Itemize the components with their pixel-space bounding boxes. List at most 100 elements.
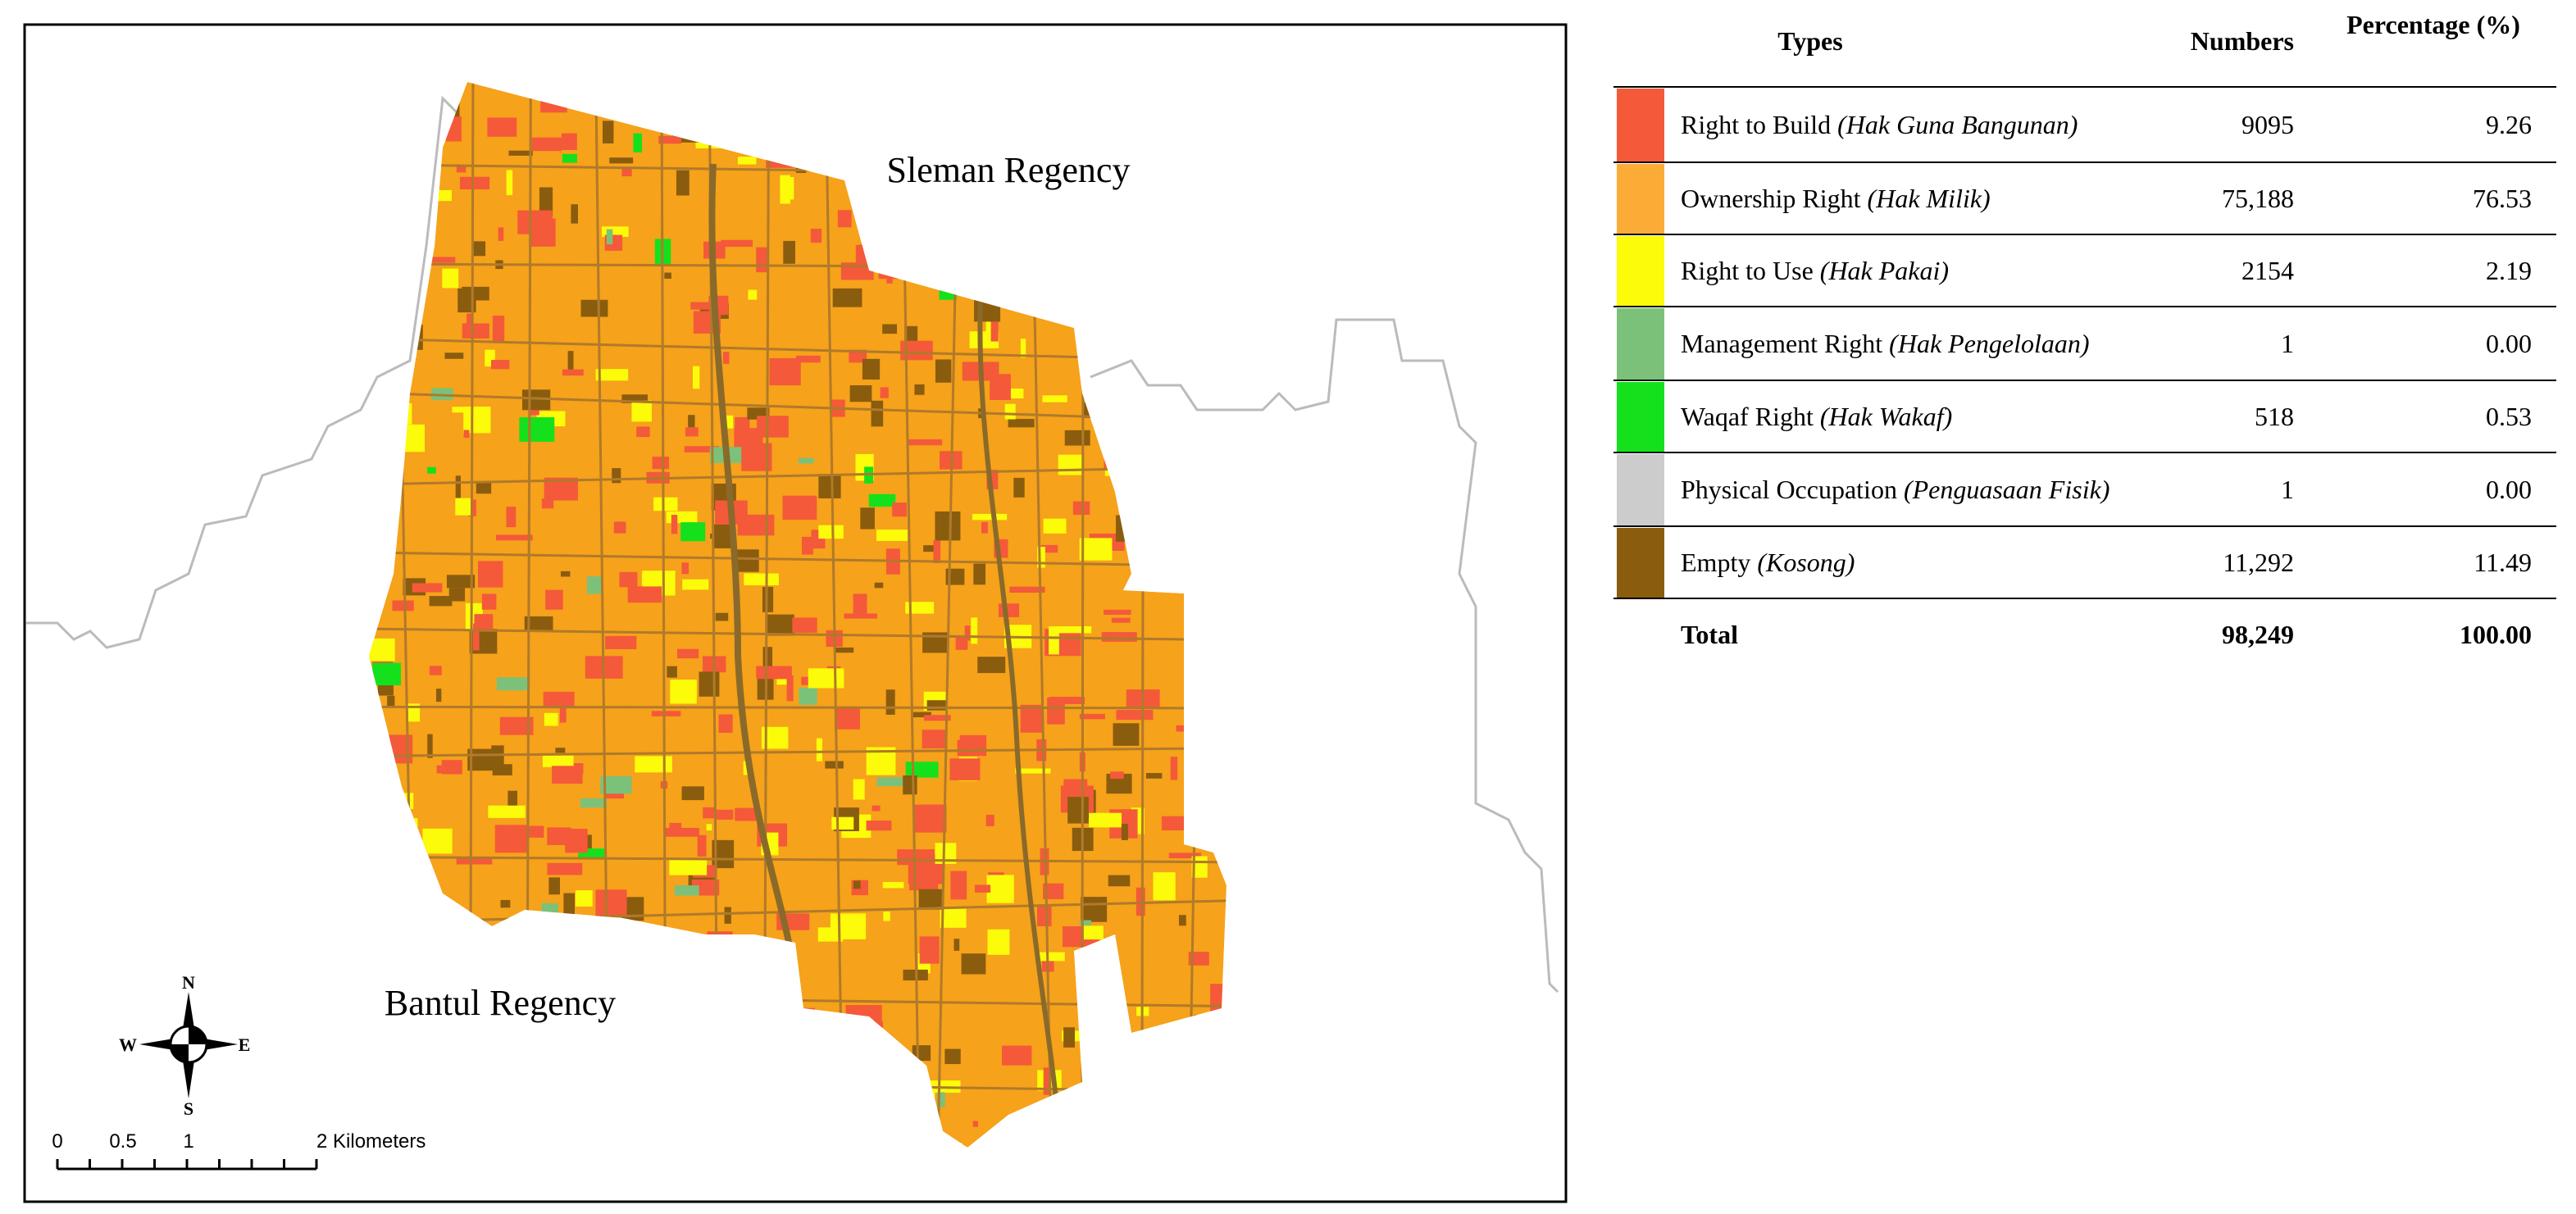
parcel bbox=[735, 549, 759, 572]
parcel bbox=[664, 272, 671, 279]
parcel bbox=[490, 360, 510, 370]
parcel bbox=[802, 536, 813, 555]
type-cell: Physical Occupation (Penguasaan Fisik) bbox=[1681, 460, 2140, 519]
parcel bbox=[1170, 757, 1178, 780]
parcel bbox=[543, 691, 575, 707]
parcel bbox=[697, 834, 707, 857]
parcel bbox=[817, 927, 844, 942]
compass-label: S bbox=[184, 1098, 193, 1119]
local-name: (Hak Wakaf) bbox=[1819, 402, 1953, 431]
parcel bbox=[1043, 1067, 1051, 1095]
river bbox=[977, 245, 1060, 1116]
parcel bbox=[876, 777, 909, 787]
parcel bbox=[1049, 626, 1059, 655]
parcel bbox=[834, 706, 860, 730]
parcel bbox=[921, 960, 927, 971]
parcel bbox=[776, 679, 789, 685]
parcel bbox=[1040, 544, 1058, 553]
parcel bbox=[918, 889, 944, 910]
parcel bbox=[862, 358, 881, 380]
compass-label: W bbox=[119, 1034, 137, 1055]
parcel bbox=[560, 571, 571, 577]
parcel bbox=[676, 170, 690, 196]
parcel bbox=[448, 588, 466, 602]
parcel bbox=[911, 712, 931, 718]
parcel bbox=[542, 755, 574, 767]
parcel bbox=[987, 929, 1010, 955]
parcel bbox=[1089, 812, 1122, 828]
parcel bbox=[1108, 875, 1131, 887]
legend-swatch bbox=[1617, 308, 1664, 380]
parcel bbox=[1058, 454, 1084, 475]
parcel bbox=[488, 805, 526, 818]
parcel bbox=[703, 807, 716, 819]
parcel bbox=[944, 1048, 961, 1065]
parcel bbox=[606, 229, 613, 245]
parcel bbox=[1004, 403, 1016, 420]
parcel bbox=[926, 700, 947, 711]
number-cell: 9095 bbox=[2241, 110, 2294, 139]
parcel bbox=[507, 790, 518, 807]
parcel bbox=[973, 563, 986, 585]
number-cell: 11,292 bbox=[2223, 548, 2294, 577]
parcel bbox=[674, 885, 699, 896]
parcel bbox=[552, 766, 583, 784]
parcel bbox=[682, 579, 709, 590]
parcel bbox=[990, 312, 999, 342]
parcel bbox=[849, 385, 872, 402]
parcel bbox=[600, 775, 632, 794]
table-rule bbox=[1613, 306, 2556, 307]
parcel bbox=[1015, 768, 1051, 774]
parcel bbox=[860, 507, 875, 530]
parcel bbox=[757, 416, 789, 438]
parcel bbox=[831, 816, 854, 830]
parcel bbox=[561, 133, 577, 151]
parcel bbox=[950, 871, 967, 900]
parcel bbox=[882, 324, 898, 334]
local-name: (Hak Milik) bbox=[1867, 184, 1991, 213]
parcel bbox=[653, 497, 678, 512]
parcel bbox=[735, 807, 758, 821]
parcel bbox=[670, 680, 697, 704]
scale-label: 1 bbox=[183, 1130, 193, 1153]
parcel bbox=[796, 355, 821, 363]
table-rule bbox=[1613, 525, 2556, 527]
total-label: Total bbox=[1681, 620, 1738, 649]
parcel bbox=[669, 822, 682, 831]
parcel bbox=[446, 575, 476, 589]
road bbox=[369, 705, 1227, 710]
number-cell: 75,188 bbox=[2222, 184, 2294, 213]
type-name: Waqaf Right bbox=[1681, 402, 1814, 431]
parcel bbox=[429, 666, 442, 675]
parcel bbox=[635, 756, 672, 773]
parcel bbox=[792, 617, 817, 633]
type-name: Empty bbox=[1681, 548, 1751, 577]
parcel bbox=[492, 316, 505, 343]
parcel bbox=[571, 204, 578, 224]
parcel bbox=[748, 289, 758, 300]
parcel bbox=[667, 666, 677, 678]
parcel bbox=[1113, 723, 1140, 746]
parcel bbox=[1136, 887, 1145, 916]
compass-label: E bbox=[239, 1034, 251, 1055]
parcel bbox=[567, 351, 574, 371]
parcel bbox=[844, 613, 878, 619]
compass-label: N bbox=[182, 972, 195, 993]
parcel bbox=[923, 715, 951, 721]
parcel bbox=[914, 384, 925, 395]
table-rule bbox=[1613, 86, 2556, 88]
parcel bbox=[1083, 925, 1104, 940]
parcel bbox=[1161, 816, 1186, 830]
parcel bbox=[1037, 547, 1045, 568]
total-number: 98,249 bbox=[2222, 620, 2294, 649]
parcel bbox=[651, 711, 681, 716]
parcel bbox=[476, 482, 492, 494]
table-rule bbox=[1613, 598, 2556, 599]
percentage-cell: 9.26 bbox=[2486, 110, 2532, 139]
parcel bbox=[783, 240, 795, 264]
parcel bbox=[1079, 920, 1091, 925]
parcel bbox=[1020, 704, 1043, 733]
parcel bbox=[904, 325, 918, 344]
region-label: Sleman Regency bbox=[887, 150, 1131, 190]
percentage-cell: 76.53 bbox=[2473, 184, 2532, 213]
